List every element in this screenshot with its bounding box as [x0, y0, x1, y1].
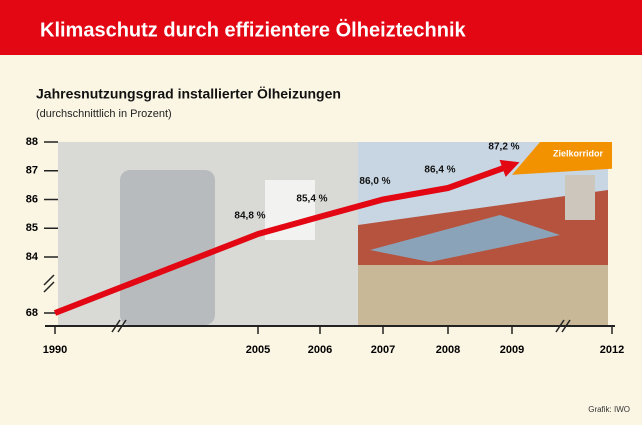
x-tick-label: 2006 — [308, 344, 332, 356]
value-label: 86,4 % — [424, 165, 455, 176]
y-tick-label: 85 — [26, 222, 38, 234]
photo-tank — [120, 170, 215, 325]
x-tick-label: 2005 — [246, 344, 270, 356]
value-label: 85,4 % — [296, 193, 327, 204]
x-tick-label: 2007 — [371, 344, 395, 356]
chart-subtitle: (durchschnittlich in Prozent) — [36, 108, 172, 120]
annotation: Zielkorridor — [553, 148, 604, 158]
source: Grafik: IWO — [588, 405, 630, 414]
y-tick-label: 88 — [26, 136, 38, 148]
y-tick-label: 87 — [26, 165, 38, 177]
x-tick-label: 2012 — [600, 344, 624, 356]
page: Klimaschutz durch effizientere Ölheiztec… — [0, 0, 642, 425]
value-label: 84,8 % — [234, 211, 265, 222]
y-tick-label: 68 — [26, 307, 38, 319]
y-tick-label: 84 — [26, 251, 39, 263]
value-label: 87,2 % — [488, 142, 519, 153]
photo-wall — [358, 265, 608, 325]
x-tick-label: 2008 — [436, 344, 460, 356]
value-label: 86,0 % — [359, 176, 390, 187]
photo-chimney — [565, 175, 595, 220]
header-title: Klimaschutz durch effizientere Ölheiztec… — [40, 18, 467, 41]
y-tick-label: 86 — [26, 193, 38, 205]
chart-title: Jahresnutzungsgrad installierter Ölheizu… — [36, 86, 341, 102]
x-tick-label: 1990 — [43, 344, 67, 356]
x-tick-label: 2009 — [500, 344, 524, 356]
